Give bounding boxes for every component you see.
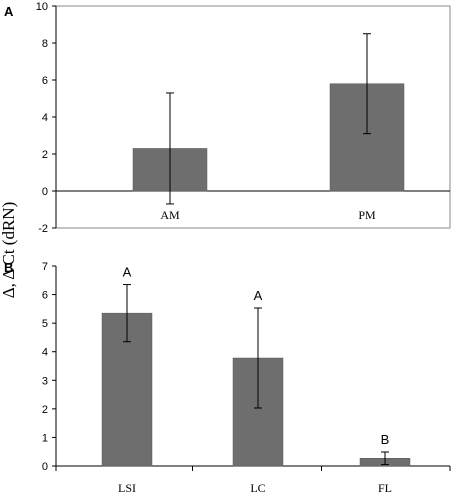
panel-b-error-bar-lsi bbox=[123, 284, 131, 343]
panel-b: B 0 1 2 3 4 5 6 7 LSI A LC A FL B bbox=[4, 260, 451, 495]
panel-a-y-tick-label: -2 bbox=[38, 223, 48, 235]
panel-a: A -2 0 2 4 6 8 10 AM PM bbox=[4, 1, 451, 235]
panel-a-y-tick-label: 8 bbox=[42, 38, 48, 50]
panel-a-y-tick-label: 2 bbox=[42, 149, 48, 161]
panel-a-y-tick-label: 0 bbox=[42, 186, 48, 198]
panel-b-category-label: LSI bbox=[118, 481, 136, 495]
panel-a-label: A bbox=[4, 4, 14, 19]
panel-a-category-label: AM bbox=[160, 208, 180, 222]
panel-a-error-bar-am bbox=[166, 92, 174, 205]
panel-a-category-label: PM bbox=[358, 208, 376, 222]
panel-b-y-tick-label: 0 bbox=[42, 461, 48, 473]
panel-b-error-bar-lc bbox=[254, 307, 262, 409]
panel-b-category-label: FL bbox=[378, 481, 392, 495]
panel-a-error-bar-pm bbox=[363, 33, 371, 135]
panel-b-error-bar-fl bbox=[381, 451, 389, 466]
panel-b-significance-label: B bbox=[381, 432, 390, 447]
y-axis-label: Δ, Δ Ct (dRN) bbox=[0, 202, 18, 299]
panel-a-bars: AM PM bbox=[132, 33, 405, 222]
panel-b-significance-label: A bbox=[123, 265, 132, 280]
panel-b-y-tick-label: 7 bbox=[42, 261, 48, 273]
panel-b-bars: LSI A LC A FL B bbox=[101, 265, 411, 495]
panel-b-y-tick-label: 6 bbox=[42, 290, 48, 302]
panel-b-y-tick-label: 4 bbox=[42, 347, 48, 359]
panel-b-y-tick-label: 5 bbox=[42, 318, 48, 330]
panel-b-category-label: LC bbox=[250, 481, 265, 495]
panel-a-y-tick-label: 4 bbox=[42, 112, 48, 124]
panel-b-y-ticks: 0 1 2 3 4 5 6 7 bbox=[42, 261, 451, 473]
panel-a-y-ticks: -2 0 2 4 6 8 10 bbox=[36, 1, 56, 235]
panel-b-significance-label: A bbox=[254, 288, 263, 303]
panel-b-y-tick-label: 1 bbox=[42, 432, 48, 444]
panel-b-label: B bbox=[4, 260, 13, 275]
panel-b-y-tick-label: 2 bbox=[42, 404, 48, 416]
panel-b-y-tick-label: 3 bbox=[42, 375, 48, 387]
panel-a-y-tick-label: 6 bbox=[42, 75, 48, 87]
panel-a-y-tick-label: 10 bbox=[36, 1, 48, 13]
